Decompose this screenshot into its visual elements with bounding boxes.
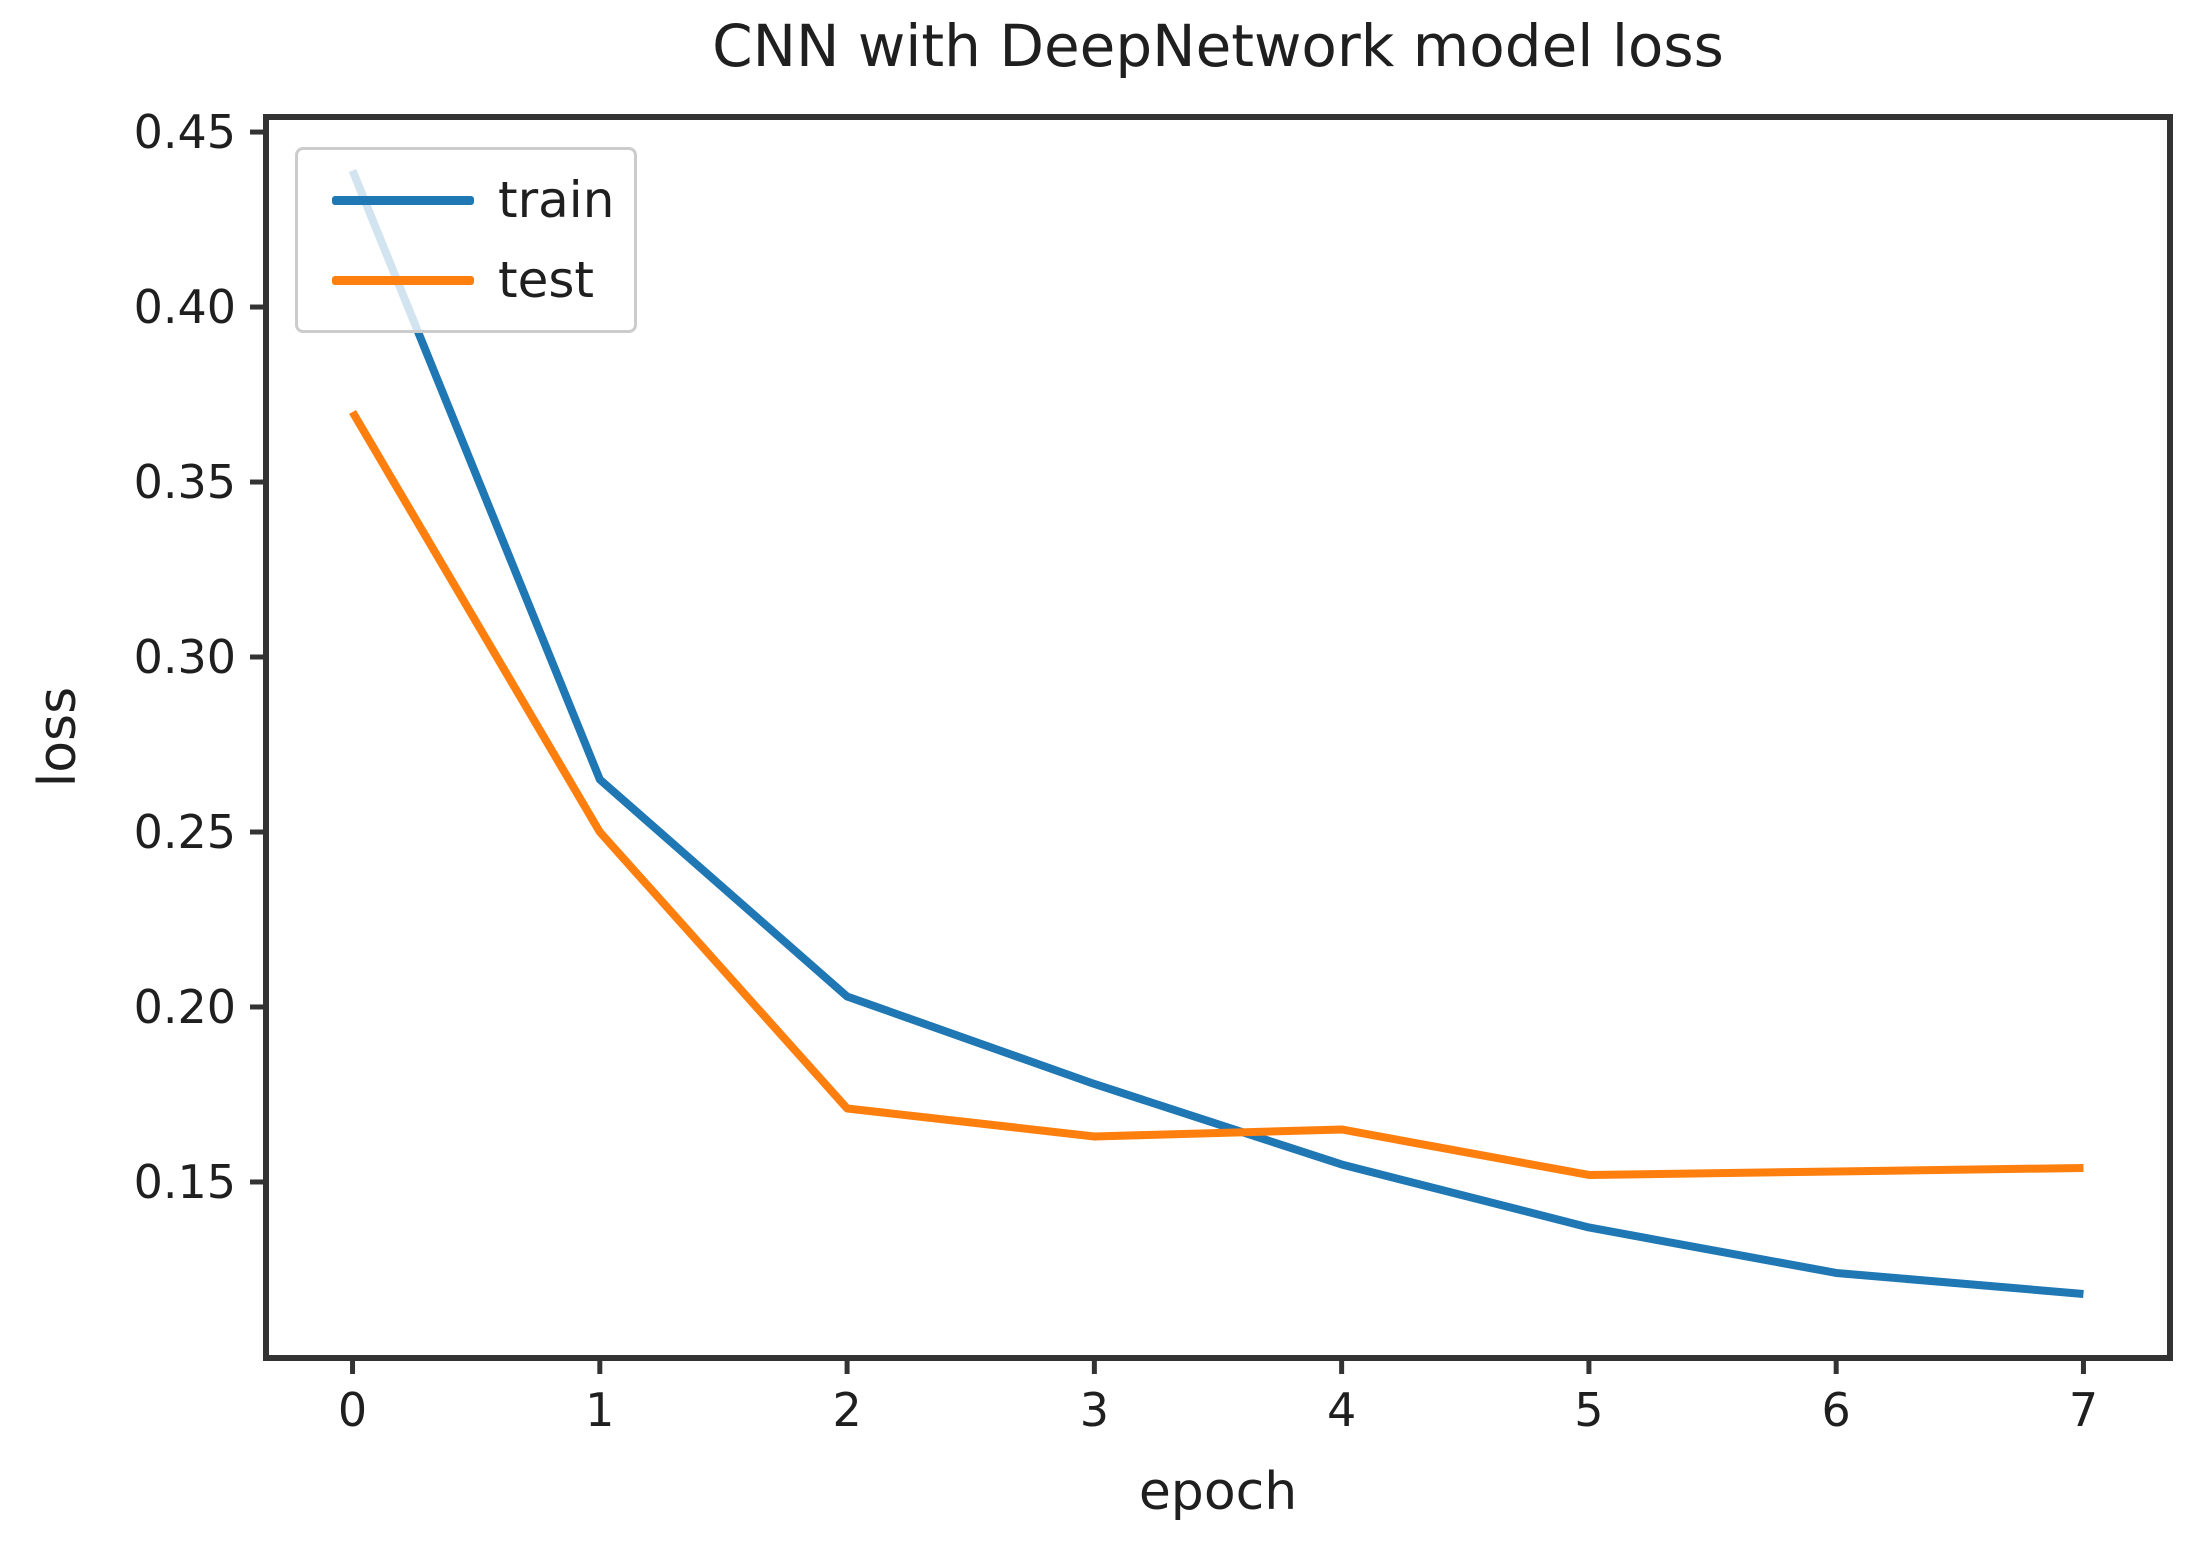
train-line <box>348 169 2084 1298</box>
x-tick-label: 4 <box>1327 1383 1356 1437</box>
x-tick-label: 7 <box>2069 1383 2098 1437</box>
legend-entry-train: train <box>298 175 634 225</box>
x-tick-label: 5 <box>1574 1383 1603 1437</box>
x-tick-label: 2 <box>832 1383 861 1437</box>
y-tick-label: 0.25 <box>134 805 236 859</box>
x-tick-label: 6 <box>1822 1383 1851 1437</box>
train-line-swatch <box>332 195 474 205</box>
x-tick-label: 0 <box>338 1383 367 1437</box>
legend-label-train: train <box>498 171 615 229</box>
x-tick-label: 1 <box>585 1383 614 1437</box>
chart-title: CNN with DeepNetwork model loss <box>712 12 1724 80</box>
y-axis-label: loss <box>28 686 89 788</box>
x-axis-label: epoch <box>1138 1462 1298 1522</box>
legend-label-test: test <box>498 251 595 309</box>
y-tick-label: 0.35 <box>134 455 236 509</box>
y-tick-label: 0.45 <box>134 105 236 159</box>
test-line <box>349 409 2084 1179</box>
y-tick-label: 0.30 <box>134 630 236 684</box>
legend: train test <box>295 147 637 333</box>
legend-entry-test: test <box>298 255 634 305</box>
test-line-swatch <box>332 275 474 285</box>
y-tick-label: 0.40 <box>134 280 236 334</box>
y-tick-label: 0.15 <box>134 1155 236 1209</box>
y-tick-label: 0.20 <box>134 980 236 1034</box>
axes-spines <box>263 114 2173 1361</box>
x-tick-label: 3 <box>1080 1383 1109 1437</box>
